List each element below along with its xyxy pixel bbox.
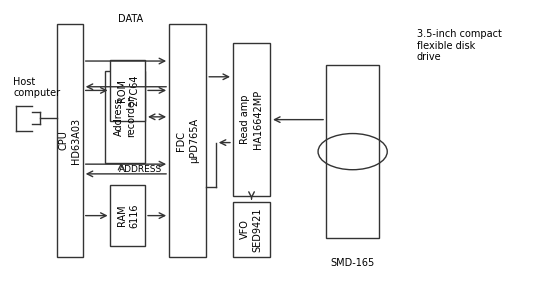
Bar	[111, 60, 145, 121]
Text: SMD-165: SMD-165	[331, 259, 375, 268]
Text: DATA: DATA	[118, 14, 143, 24]
Text: Address
recorder: Address recorder	[114, 96, 136, 137]
Text: VFO
SED9421: VFO SED9421	[240, 207, 263, 252]
Bar	[326, 65, 379, 238]
Text: RAM
6116: RAM 6116	[117, 203, 139, 228]
Text: CPU
HD63A03: CPU HD63A03	[59, 117, 81, 164]
Bar	[57, 24, 83, 257]
Text: ADDRESS: ADDRESS	[118, 164, 162, 174]
Text: 3.5-inch compact
flexible disk
drive: 3.5-inch compact flexible disk drive	[417, 29, 501, 62]
Bar	[233, 43, 270, 196]
Bar	[169, 24, 207, 257]
Text: Read amp
HA16642MP: Read amp HA16642MP	[240, 90, 263, 149]
Text: Host
computer: Host computer	[13, 76, 60, 98]
Bar	[105, 71, 145, 163]
Bar	[111, 185, 145, 246]
Bar	[233, 202, 270, 257]
Text: ROM
27C64: ROM 27C64	[117, 75, 139, 106]
Text: FDC
μPD765A: FDC μPD765A	[177, 118, 199, 163]
